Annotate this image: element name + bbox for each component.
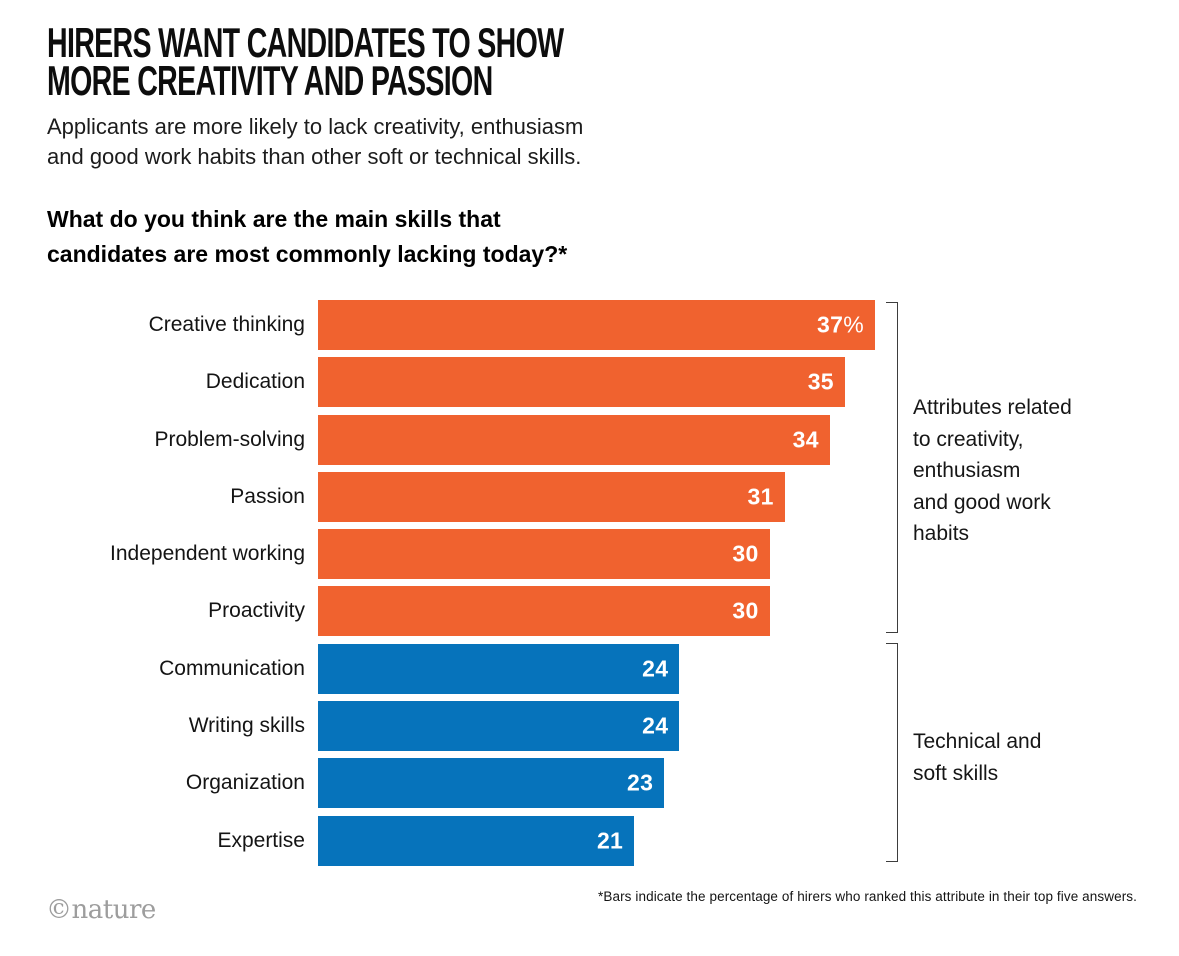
bar: 31 <box>318 471 785 522</box>
bar: 23 <box>318 758 665 809</box>
annotation-line: and good work <box>913 490 1051 514</box>
chart-title-line2: MORE CREATIVITY AND PASSION <box>47 57 493 104</box>
bar-row: Passion 31 <box>0 471 1179 522</box>
bar-row: Expertise 21 <box>0 815 1179 866</box>
bar-value: 31 <box>747 483 774 510</box>
group-annotation-technical: Technical and soft skills <box>913 726 1041 789</box>
annotation-line: Attributes related <box>913 396 1072 419</box>
footnote: *Bars indicate the percentage of hirers … <box>598 889 1137 904</box>
chart-subtitle-line2: and good work habits than other soft or … <box>47 144 582 169</box>
percent-sign: % <box>843 311 864 338</box>
bar-value: 37% <box>817 311 864 338</box>
group-annotation-creativity: Attributes related to creativity, enthus… <box>913 392 1072 550</box>
survey-question: What do you think are the main skills th… <box>47 202 567 272</box>
annotation-line: habits <box>913 522 970 545</box>
bar: 35 <box>318 357 845 408</box>
bar-label: Creative thinking <box>148 313 305 336</box>
group-bracket-creativity <box>886 302 898 633</box>
bar-label: Expertise <box>217 828 305 852</box>
bar-value: 24 <box>642 712 669 739</box>
bar: 24 <box>318 701 680 752</box>
bar: 37% <box>318 300 875 350</box>
group-bracket-technical <box>886 643 898 862</box>
bar-value: 35 <box>807 368 834 395</box>
bar-value: 23 <box>627 769 654 796</box>
bar-row: Independent working 30 <box>0 529 1179 580</box>
bar-value: 30 <box>732 597 759 624</box>
annotation-line: to creativity, <box>913 427 1024 451</box>
bar: 21 <box>318 815 635 866</box>
bar-label: Proactivity <box>208 599 305 623</box>
bar-label: Problem-solving <box>154 427 305 451</box>
chart-title: HIRERS WANT CANDIDATES TO SHOW MORE CREA… <box>47 19 564 104</box>
chart-subtitle: Applicants are more likely to lack creat… <box>47 112 583 172</box>
bar-value: 30 <box>732 540 759 567</box>
survey-question-line1: What do you think are the main skills th… <box>47 206 501 232</box>
bar-value: 21 <box>596 827 624 854</box>
bar: 30 <box>318 529 770 580</box>
bar-value: 34 <box>792 426 819 453</box>
bar-chart: Creative thinking 37% Dedication 35 Problem-… <box>0 300 1179 873</box>
nature-logo: ©nature <box>46 895 156 925</box>
bar-label: Writing skills <box>188 714 305 738</box>
bar-label: Communication <box>159 656 305 680</box>
chart-title-line1: HIRERS WANT CANDIDATES TO SHOW <box>47 19 564 66</box>
bar-row: Communication 24 <box>0 643 1179 694</box>
bar-row: Creative thinking 37% <box>0 300 1179 350</box>
annotation-line: soft skills <box>913 761 999 785</box>
bar-row: Problem-solving 34 <box>0 414 1179 465</box>
survey-question-line2: candidates are most commonly lacking tod… <box>47 241 568 267</box>
bar-row: Proactivity 30 <box>0 586 1179 637</box>
bar-row: Writing skills 24 <box>0 701 1179 752</box>
bar-label: Organization <box>185 771 305 795</box>
bar-row: Organization 23 <box>0 758 1179 809</box>
bar-value: 24 <box>642 655 669 682</box>
bar: 30 <box>318 586 770 637</box>
bar-row: Dedication 35 <box>0 357 1179 408</box>
bar-rows: Creative thinking 37% Dedication 35 Problem-… <box>0 300 1179 866</box>
chart-subtitle-line1: Applicants are more likely to lack creat… <box>47 114 584 139</box>
annotation-line: Technical and <box>913 730 1042 753</box>
bar-label: Dedication <box>205 370 305 394</box>
bar-label: Independent working <box>110 542 305 566</box>
bar: 34 <box>318 414 830 465</box>
annotation-line: enthusiasm <box>913 459 1021 482</box>
bar: 24 <box>318 643 680 694</box>
bar-label: Passion <box>230 484 305 508</box>
